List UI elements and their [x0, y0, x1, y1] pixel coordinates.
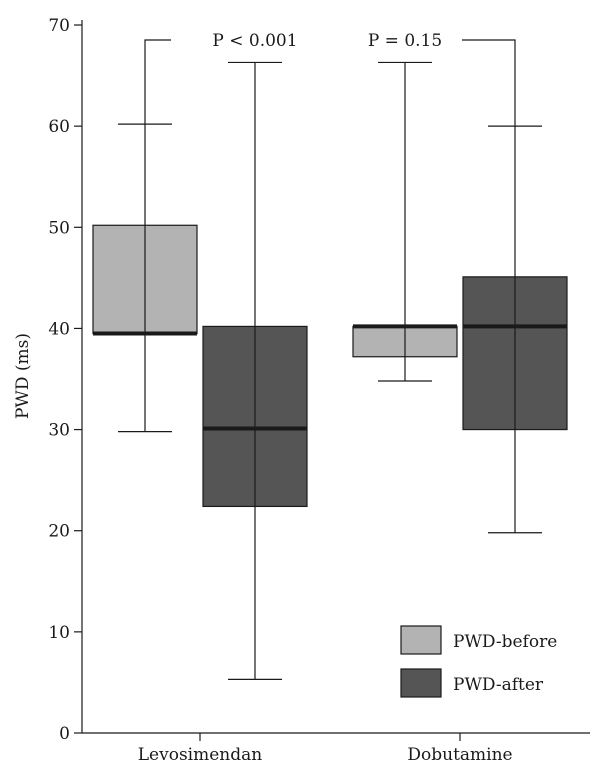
- significance-annotations: P < 0.001 P = 0.15: [144, 31, 516, 127]
- x-category-label: Dobutamine: [407, 745, 512, 764]
- y-ticks: 0 10 20 30 40 50 60 70: [48, 16, 82, 744]
- y-axis-title: PWD (ms): [13, 333, 33, 419]
- x-categories: Levosimendan Dobutamine: [138, 733, 513, 764]
- y-tick-label: 70: [48, 16, 70, 36]
- box-pwd-before-dobutamine: [352, 61, 458, 382]
- y-tick-label: 40: [48, 319, 70, 339]
- y-tick-label: 50: [48, 218, 70, 238]
- p-value-label: P < 0.001: [212, 31, 297, 51]
- box-pwd-before-levosimendan: [92, 123, 198, 433]
- p-value-label: P = 0.15: [368, 31, 442, 51]
- legend-label: PWD-after: [453, 675, 544, 695]
- y-tick-label: 10: [48, 623, 70, 643]
- y-tick-label: 0: [59, 724, 70, 744]
- legend-swatch: [400, 625, 442, 655]
- significance-bracket: [144, 39, 171, 125]
- significance-bracket: [462, 39, 516, 127]
- y-tick-label: 30: [48, 421, 70, 441]
- axes: PWD (ms): [13, 20, 590, 734]
- legend-swatch: [400, 668, 442, 698]
- box-pwd-after-levosimendan: [202, 61, 308, 680]
- boxes: [92, 61, 568, 680]
- y-tick-label: 20: [48, 522, 70, 542]
- box-pwd-after-dobutamine: [462, 125, 568, 534]
- legend: PWD-before PWD-after: [400, 625, 557, 698]
- y-tick-label: 60: [48, 117, 70, 137]
- legend-label: PWD-before: [453, 632, 557, 652]
- x-category-label: Levosimendan: [138, 745, 262, 764]
